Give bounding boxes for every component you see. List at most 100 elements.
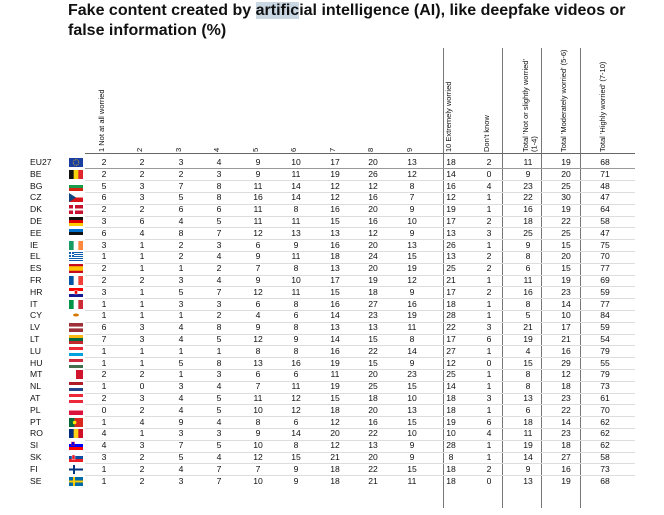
table-cell: 23 xyxy=(561,428,571,439)
table-cell: 28 xyxy=(446,310,456,321)
table-cell: 58 xyxy=(600,452,610,462)
row-separator xyxy=(85,368,635,370)
table-cell: 15 xyxy=(407,463,417,474)
country-label: FI xyxy=(30,463,38,474)
row-separator xyxy=(85,439,635,441)
table-cell: 7 xyxy=(409,192,415,203)
flag-icon xyxy=(69,382,83,392)
table-cell: 18 xyxy=(561,440,571,451)
country-label: DK xyxy=(30,204,42,215)
table-cell: 1 xyxy=(486,369,492,380)
table-cell: 27 xyxy=(561,452,571,462)
table-row: HU 1 1 5 8 13 16 19 15 9 12 0 15 29 55 xyxy=(0,358,664,369)
table-cell: 18 xyxy=(368,286,378,297)
table-cell: 13 xyxy=(291,227,301,238)
table-cell: 1 xyxy=(139,345,145,356)
flag-icon xyxy=(69,169,84,179)
table-cell: 1 xyxy=(486,404,492,415)
table-cell: 8 xyxy=(255,416,261,427)
table-cell: 8 xyxy=(409,180,415,191)
table-cell: 4 xyxy=(255,310,261,321)
row-separator xyxy=(85,215,635,217)
table-cell: 11 xyxy=(330,369,340,380)
table-row: IE 3 1 2 3 6 9 16 20 13 26 1 9 15 75 xyxy=(0,240,664,251)
table-cell: 2 xyxy=(216,310,222,321)
table-cell: 2 xyxy=(486,157,492,167)
table-cell: 14 xyxy=(407,345,417,356)
table-cell: 11 xyxy=(407,475,417,486)
table-cell: 5 xyxy=(216,404,222,415)
table-row: CY 1 1 1 2 4 6 14 23 19 28 1 5 10 84 xyxy=(0,310,664,321)
flag-icon xyxy=(69,217,83,226)
table-cell: 11 xyxy=(291,168,301,179)
table-cell: 15 xyxy=(368,334,378,344)
table-cell: 1 xyxy=(139,239,145,250)
table-cell: 68 xyxy=(600,157,610,167)
table-cell: 13 xyxy=(253,357,263,368)
table-cell: 23 xyxy=(561,393,571,403)
table-cell: 6 xyxy=(525,263,531,274)
country-label: ES xyxy=(30,263,42,274)
table-cell: 3 xyxy=(178,298,184,309)
table-cell: 9 xyxy=(293,334,299,344)
table-cell: 70 xyxy=(600,251,610,262)
table-cell: 75 xyxy=(600,239,610,250)
table-cell: 19 xyxy=(368,275,378,285)
table-cell: 1 xyxy=(216,345,222,356)
table-row: MT 2 2 1 3 6 6 11 20 23 25 1 8 12 79 xyxy=(0,369,664,380)
table-cell: 9 xyxy=(255,157,261,167)
row-separator xyxy=(85,168,635,170)
table-cell: 18 xyxy=(330,463,340,474)
table-cell: 12 xyxy=(446,192,456,203)
table-row: DK 2 2 6 6 11 8 16 20 9 19 1 16 19 64 xyxy=(0,204,664,215)
table-cell: 25 xyxy=(446,369,456,380)
table-row: SI 4 3 7 5 10 8 12 13 9 28 1 19 18 62 xyxy=(0,440,664,451)
table-cell: 1 xyxy=(101,381,107,392)
table-cell: 9 xyxy=(293,239,299,250)
table-cell: 12 xyxy=(253,227,263,238)
table-cell: 13 xyxy=(523,475,533,486)
table-cell: 58 xyxy=(600,216,610,226)
row-separator xyxy=(85,345,635,347)
table-cell: 4 xyxy=(486,180,492,191)
column-header: 8 xyxy=(366,147,375,152)
table-cell: 3 xyxy=(139,322,145,333)
table-cell: 4 xyxy=(216,381,222,392)
table-cell: 14 xyxy=(330,334,340,344)
table-cell: 1 xyxy=(486,310,492,321)
table-cell: 16 xyxy=(523,286,533,297)
row-separator xyxy=(85,392,635,394)
row-separator xyxy=(85,427,635,429)
table-cell: 9 xyxy=(293,463,299,474)
table-cell: 9 xyxy=(255,428,261,439)
table-cell: 6 xyxy=(255,239,261,250)
table-cell: 5 xyxy=(216,393,222,403)
country-label: SE xyxy=(30,475,42,486)
table-cell: 21 xyxy=(523,322,533,333)
table-cell: 3 xyxy=(101,216,107,226)
table-row: RO 4 1 3 3 9 14 20 22 10 10 4 11 23 62 xyxy=(0,428,664,439)
table-cell: 8 xyxy=(293,440,299,451)
column-header: 3 xyxy=(174,147,183,152)
table-cell: 3 xyxy=(216,239,222,250)
table-cell: 9 xyxy=(525,168,531,179)
table-cell: 62 xyxy=(600,428,610,439)
table-cell: 2 xyxy=(139,157,145,167)
table-cell: 19 xyxy=(561,157,571,167)
flag-icon xyxy=(69,323,83,333)
table-cell: 1 xyxy=(486,298,492,309)
column-header: 4 xyxy=(212,147,221,152)
table-cell: 73 xyxy=(600,463,610,474)
flag-icon xyxy=(69,464,83,474)
flag-icon xyxy=(69,181,83,191)
table-cell: 2 xyxy=(486,463,492,474)
table-cell: 4 xyxy=(178,216,184,226)
table-cell: 4 xyxy=(216,157,222,167)
table-cell: 8 xyxy=(216,322,222,333)
table-cell: 5 xyxy=(216,440,222,451)
table-cell: 7 xyxy=(178,180,184,191)
table-cell: 1 xyxy=(101,357,107,368)
column-header: 2 xyxy=(135,147,144,152)
table-cell: 14 xyxy=(561,298,571,309)
table-cell: 1 xyxy=(486,204,492,215)
